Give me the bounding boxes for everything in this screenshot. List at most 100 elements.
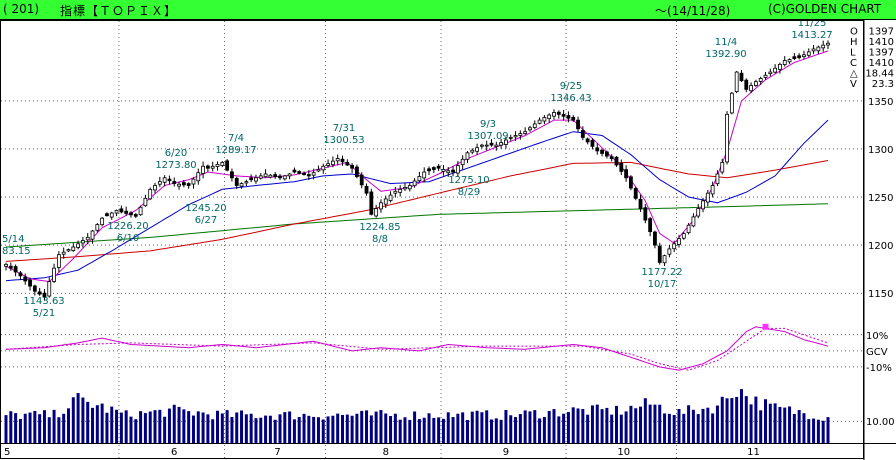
volume-bar <box>389 416 393 444</box>
candle-body <box>725 113 729 163</box>
month-tick-label: 10 <box>617 447 630 458</box>
candle <box>359 172 364 189</box>
candle <box>302 171 306 176</box>
ohlc-value: 1410 <box>869 58 894 69</box>
volume-bar <box>71 397 75 444</box>
candle-body <box>643 207 648 221</box>
ohlc-value: 1397 <box>869 48 894 59</box>
candle <box>369 188 374 216</box>
candle <box>268 173 273 179</box>
candle <box>297 170 302 175</box>
candle-body <box>672 243 677 250</box>
candle <box>624 165 629 182</box>
volume-bar <box>172 404 176 444</box>
candle <box>412 178 417 188</box>
candle-body <box>153 185 157 191</box>
candle-body <box>638 198 643 209</box>
annotation-date: 8/29 <box>458 187 480 198</box>
volume-bar <box>211 419 215 444</box>
volume-bar <box>687 405 691 444</box>
month-tick-label: 11 <box>747 447 760 458</box>
ohlc-label: △ <box>850 69 858 80</box>
candle-body <box>181 182 186 186</box>
volume-bar <box>52 409 56 444</box>
volume-bar <box>264 415 268 444</box>
volume-bar <box>124 410 128 444</box>
candle-body <box>446 170 451 174</box>
volume-bar <box>542 416 546 444</box>
volume-bar <box>499 419 503 444</box>
volume-bar <box>220 413 224 444</box>
candle-body <box>56 254 61 268</box>
annotation-price: 1177.22 <box>641 267 682 278</box>
candle <box>28 277 32 291</box>
volume-bar <box>797 410 801 444</box>
volume-bar <box>494 418 498 444</box>
volume-bar <box>619 414 623 444</box>
candle <box>417 171 422 183</box>
candle-body <box>167 178 172 182</box>
annotation-date: 7/4 <box>228 133 244 144</box>
volume-bar <box>533 410 537 444</box>
candle <box>124 206 129 216</box>
volume-bar <box>66 408 70 444</box>
annotation-9-25: 1346.439/25 <box>550 81 591 104</box>
annotation-6-10: 1226.206/10 <box>107 221 148 244</box>
candle-body <box>667 248 672 255</box>
candle <box>773 64 778 74</box>
candle-body <box>162 177 167 183</box>
candle <box>753 79 758 87</box>
candle <box>638 194 643 212</box>
ma-long-line <box>5 160 829 262</box>
volume-bar <box>42 410 46 444</box>
volume-bar <box>696 414 700 444</box>
candle-body <box>249 177 254 181</box>
volume-bar <box>586 414 590 444</box>
candle-body <box>157 181 162 185</box>
candle-body <box>806 51 811 56</box>
candle-body <box>585 138 590 143</box>
candle-body <box>220 162 225 166</box>
candle-body <box>715 173 720 185</box>
volume-bar <box>682 413 686 444</box>
candle <box>566 111 571 123</box>
annotation-price: 1273.80 <box>155 160 196 171</box>
candle-body <box>797 55 802 59</box>
candle-body <box>326 163 330 166</box>
volume-bar <box>422 417 426 444</box>
ohlc-value: 1410 <box>869 37 894 48</box>
candle-body <box>340 158 345 163</box>
candle <box>196 168 201 185</box>
candle-body <box>648 218 653 233</box>
candle <box>749 82 753 94</box>
candle <box>633 186 638 201</box>
ohlc-label: V <box>850 79 857 90</box>
candle-body <box>302 172 306 176</box>
copyright: (C)GOLDEN CHART <box>768 2 882 16</box>
candle-body <box>773 67 778 73</box>
candle <box>143 194 148 207</box>
candle-body <box>177 183 181 187</box>
candle <box>90 229 95 244</box>
candle-body <box>681 233 686 239</box>
candle-body <box>18 272 23 277</box>
volume-bar <box>268 415 272 444</box>
volume-bar <box>81 397 85 444</box>
annotation-price: 1275.10 <box>448 175 489 186</box>
volume-bar <box>312 416 316 444</box>
volume-bar <box>201 412 205 444</box>
volume-bar <box>350 415 354 444</box>
candle <box>162 175 167 187</box>
candle-body <box>90 230 95 240</box>
volume-bar <box>235 412 239 444</box>
candle-body <box>191 178 196 185</box>
volume-bar <box>788 406 792 444</box>
candle-body <box>52 267 56 282</box>
candle <box>710 181 715 198</box>
candle-body <box>37 291 42 295</box>
candle-body <box>778 63 782 70</box>
volume-bar <box>177 406 181 444</box>
volume-bar <box>153 410 157 444</box>
